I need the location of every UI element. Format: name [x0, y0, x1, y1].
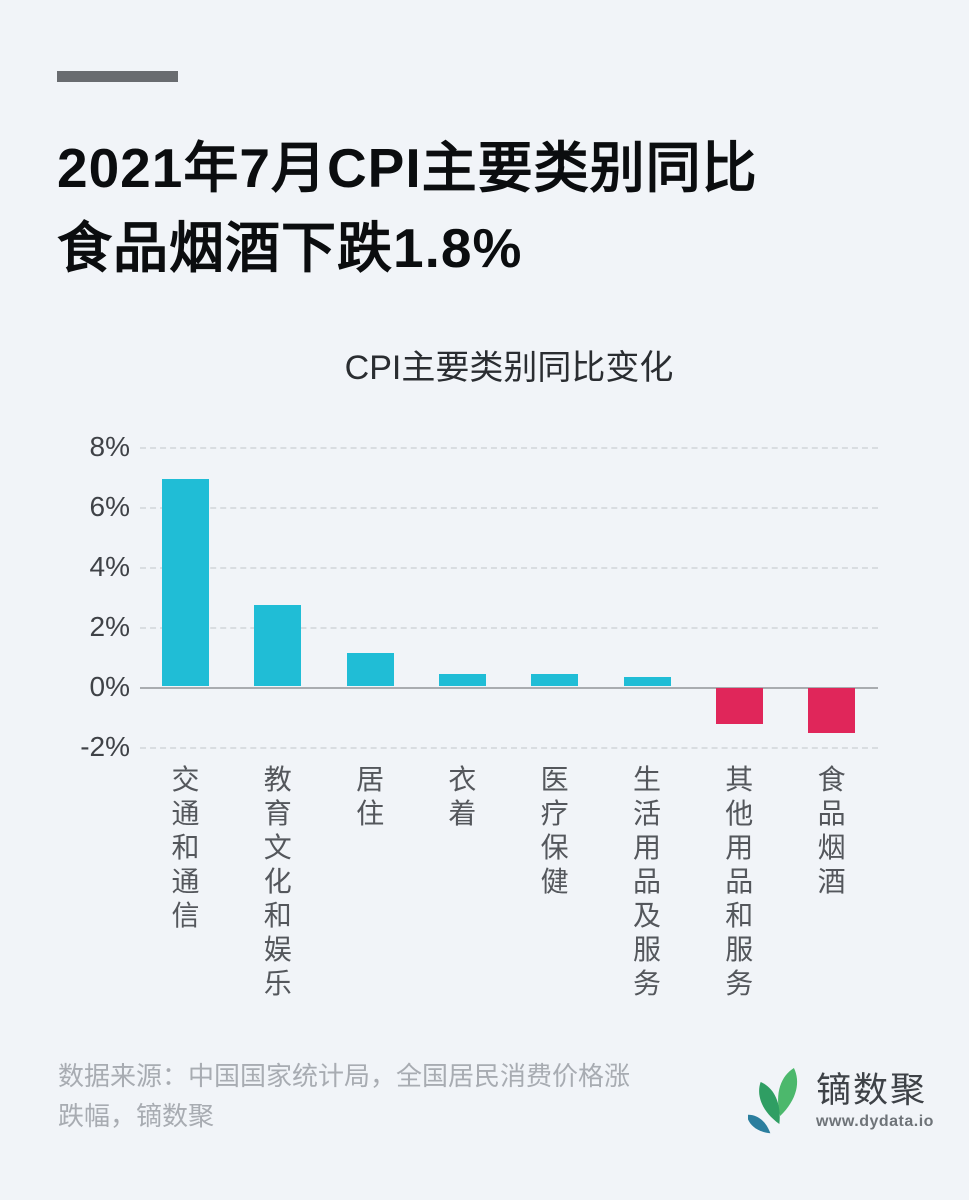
x-axis-category-label: 食品烟酒: [817, 764, 846, 897]
x-axis-category-label: 衣着: [448, 764, 477, 829]
dydata-brand-logo: 镝数聚 www.dydata.io: [748, 1064, 934, 1142]
chart-bar: [162, 479, 209, 686]
x-axis-category-label: 医疗保健: [540, 764, 569, 897]
zero-axis-line: [140, 687, 878, 689]
brand-wordmark: 镝数聚: [816, 1071, 928, 1110]
chart-bar: [254, 605, 302, 686]
y-axis-tick-label: 0%: [89, 671, 130, 702]
y-axis-tick-label: 8%: [89, 431, 130, 462]
chart-bar: [346, 653, 394, 686]
chart-bar: [438, 674, 486, 686]
page-title: 2021年7月CPI主要类别同比 食品烟酒下跌1.8%: [57, 128, 917, 288]
leaf-logo-icon: [748, 1067, 797, 1134]
x-axis-category-label: 居住: [356, 764, 385, 829]
chart-bar: [531, 674, 579, 686]
x-axis-category-label: 生活用品及服务: [632, 764, 661, 999]
gridline--2: [140, 747, 878, 749]
x-axis-category-label: 交通和通信: [171, 764, 200, 931]
data-source-note: 数据来源：中国国家统计局，全国居民消费价格涨 跌幅，镝数聚: [58, 1056, 738, 1136]
chart-title: CPI主要类别同比变化: [344, 349, 674, 387]
gridline-4: [140, 567, 878, 569]
y-axis-tick-label: -2%: [80, 731, 130, 762]
page-title-line-2: 食品烟酒下跌1.8%: [57, 217, 523, 279]
data-source-line-2: 跌幅，镝数聚: [58, 1101, 215, 1131]
page-title-line-1: 2021年7月CPI主要类别同比: [57, 137, 758, 199]
gridline-6: [140, 507, 878, 509]
x-axis-category-label: 其他用品和服务: [725, 764, 754, 999]
title-accent-bar: [57, 71, 178, 82]
gridline-8: [140, 447, 878, 449]
chart-bar: [715, 688, 763, 724]
data-source-line-1: 数据来源：中国国家统计局，全国居民消费价格涨: [58, 1061, 631, 1091]
chart-bar: [808, 688, 856, 733]
y-axis-tick-label: 2%: [89, 611, 130, 642]
gridline-2: [140, 627, 878, 629]
y-axis-tick-label: 4%: [89, 551, 130, 582]
brand-text-block: 镝数聚 www.dydata.io: [816, 1064, 934, 1131]
y-axis-tick-label: 6%: [89, 491, 130, 522]
chart-bar: [623, 677, 671, 686]
brand-website-url: www.dydata.io: [816, 1113, 934, 1130]
x-axis-category-label: 教育文化和娱乐: [263, 764, 292, 999]
